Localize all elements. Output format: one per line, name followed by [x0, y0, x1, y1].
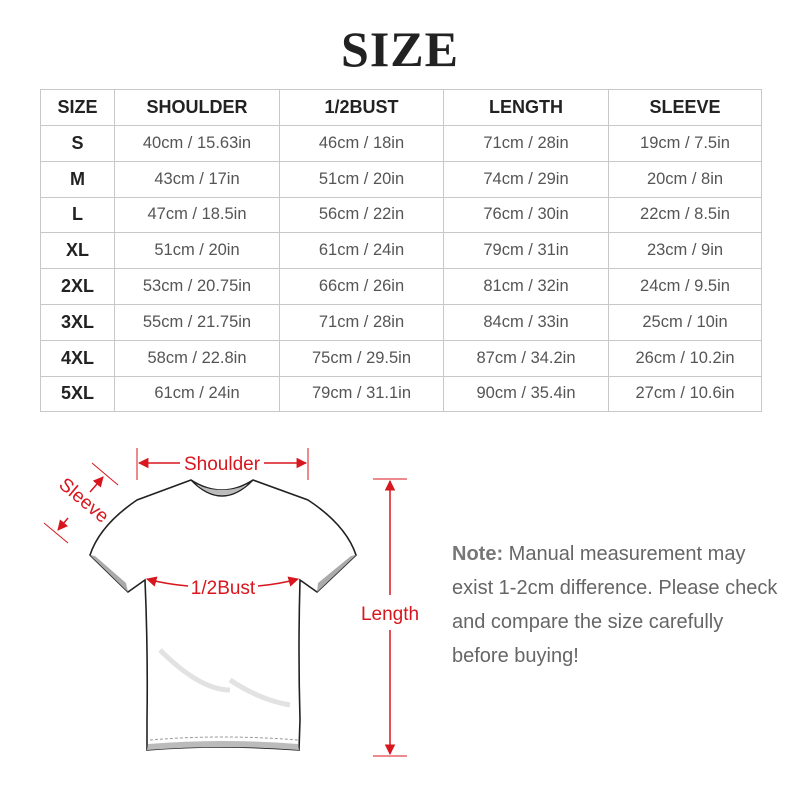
- note-label: Note:: [452, 543, 504, 565]
- measurement-cell: 27cm / 10.6in: [608, 375, 762, 413]
- measurement-cell: 43cm / 17in: [114, 160, 280, 198]
- measurement-cell: 51cm / 20in: [114, 232, 280, 270]
- measurement-cell: 76cm / 30in: [443, 196, 609, 234]
- column-header: 1/2BUST: [279, 89, 444, 126]
- size-cell: 3XL: [40, 303, 115, 341]
- length-label: Length: [361, 604, 419, 625]
- measurement-cell: 90cm / 35.4in: [443, 375, 609, 413]
- table-row: M 43cm / 17in 51cm / 20in 74cm / 29in 20cm /…: [40, 160, 762, 198]
- column-header: LENGTH: [443, 89, 609, 126]
- table-row: XL 51cm / 20in 61cm / 24in 79cm / 31in 23cm …: [40, 232, 762, 270]
- bust-measure: 1/2Bust: [145, 576, 300, 599]
- size-cell: S: [40, 125, 115, 162]
- column-header: SLEEVE: [608, 89, 762, 126]
- measurement-cell: 61cm / 24in: [114, 375, 280, 413]
- measurement-cell: 58cm / 22.8in: [114, 339, 280, 377]
- measurement-cell: 20cm / 8in: [608, 160, 762, 198]
- size-cell: 4XL: [40, 339, 115, 377]
- measurement-cell: 55cm / 21.75in: [114, 303, 280, 341]
- size-cell: L: [40, 196, 115, 234]
- sleeve-label: Sleeve: [55, 474, 113, 527]
- measurement-cell: 84cm / 33in: [443, 303, 609, 341]
- length-measure: Length: [361, 478, 419, 757]
- table-row: 2XL 53cm / 20.75in 66cm / 26in 81cm / 32in 2…: [40, 268, 762, 305]
- table-row: 5XL 61cm / 24in 79cm / 31.1in 90cm / 35.4in…: [40, 375, 762, 413]
- page-title: SIZE: [341, 21, 459, 77]
- measurement-cell: 51cm / 20in: [279, 160, 444, 198]
- table-row: 3XL 55cm / 21.75in 71cm / 28in 84cm / 33in 2…: [40, 303, 762, 341]
- bust-label: 1/2Bust: [191, 578, 256, 599]
- table-row: L 47cm / 18.5in 56cm / 22in 76cm / 30in 22cm…: [40, 196, 762, 234]
- measurement-cell: 47cm / 18.5in: [114, 196, 280, 234]
- measurement-cell: 53cm / 20.75in: [114, 268, 280, 305]
- shoulder-measure: Shoulder: [136, 448, 309, 480]
- measurement-cell: 19cm / 7.5in: [608, 125, 762, 162]
- tshirt-icon: [89, 479, 357, 751]
- measurement-cell: 23cm / 9in: [608, 232, 762, 270]
- measurement-cell: 22cm / 8.5in: [608, 196, 762, 234]
- size-cell: M: [40, 160, 115, 198]
- measurement-cell: 24cm / 9.5in: [608, 268, 762, 305]
- note-text: Manual measurement may exist 1-2cm diffe…: [452, 543, 778, 667]
- measurement-cell: 74cm / 29in: [443, 160, 609, 198]
- measurement-cell: 87cm / 34.2in: [443, 339, 609, 377]
- table-row: S 40cm / 15.63in 46cm / 18in 71cm / 28in 19c…: [40, 125, 762, 162]
- measurement-cell: 26cm / 10.2in: [608, 339, 762, 377]
- size-table: SIZE SHOULDER 1/2BUST LENGTH SLEEVE S 40cm / …: [40, 89, 762, 413]
- table-header-row: SIZE SHOULDER 1/2BUST LENGTH SLEEVE: [40, 89, 762, 126]
- measurement-note: Note: Manual measurement may exist 1-2cm…: [452, 537, 782, 673]
- measurement-cell: 81cm / 32in: [443, 268, 609, 305]
- measurement-cell: 71cm / 28in: [279, 303, 444, 341]
- shoulder-label: Shoulder: [184, 454, 261, 475]
- measurement-cell: 25cm / 10in: [608, 303, 762, 341]
- measurement-cell: 71cm / 28in: [443, 125, 609, 162]
- measurement-cell: 40cm / 15.63in: [114, 125, 280, 162]
- column-header: SIZE: [40, 89, 115, 126]
- measurement-cell: 79cm / 31.1in: [279, 375, 444, 413]
- column-header: SHOULDER: [114, 89, 280, 126]
